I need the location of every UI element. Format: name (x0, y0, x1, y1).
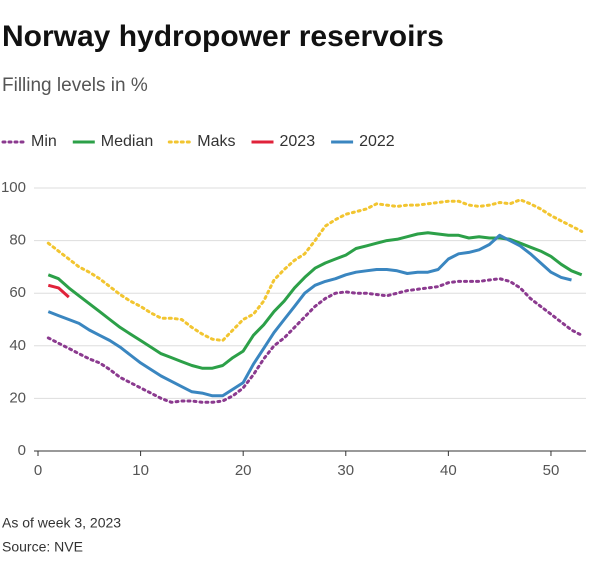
chart-subtitle: Filling levels in % (2, 75, 148, 96)
series-line (46, 277, 584, 404)
series-line (47, 283, 70, 299)
y-tick-label: 40 (9, 337, 26, 354)
chart-title: Norway hydropower reservoirs (2, 20, 444, 53)
legend-label: 2022 (359, 133, 395, 150)
y-tick-label: 100 (1, 179, 26, 196)
legend-label: Median (101, 133, 153, 150)
x-tick-label: 30 (337, 462, 354, 479)
legend-label: Maks (197, 133, 235, 150)
y-tick-label: 20 (9, 389, 26, 406)
series-line (47, 231, 583, 370)
y-tick-label: 60 (9, 284, 26, 301)
y-tick-label: 0 (18, 442, 26, 459)
legend-label: Min (31, 133, 57, 150)
series-line (46, 198, 584, 342)
y-tick-label: 80 (9, 232, 26, 249)
x-tick-label: 40 (440, 462, 457, 479)
legend-label: 2023 (280, 133, 316, 150)
series-line (47, 233, 572, 398)
x-tick-label: 0 (34, 462, 42, 479)
x-tick-label: 20 (235, 462, 252, 479)
x-tick-label: 10 (132, 462, 149, 479)
note: Source: NVE (2, 539, 83, 555)
note: As of week 3, 2023 (2, 515, 121, 531)
x-tick-label: 50 (543, 462, 560, 479)
